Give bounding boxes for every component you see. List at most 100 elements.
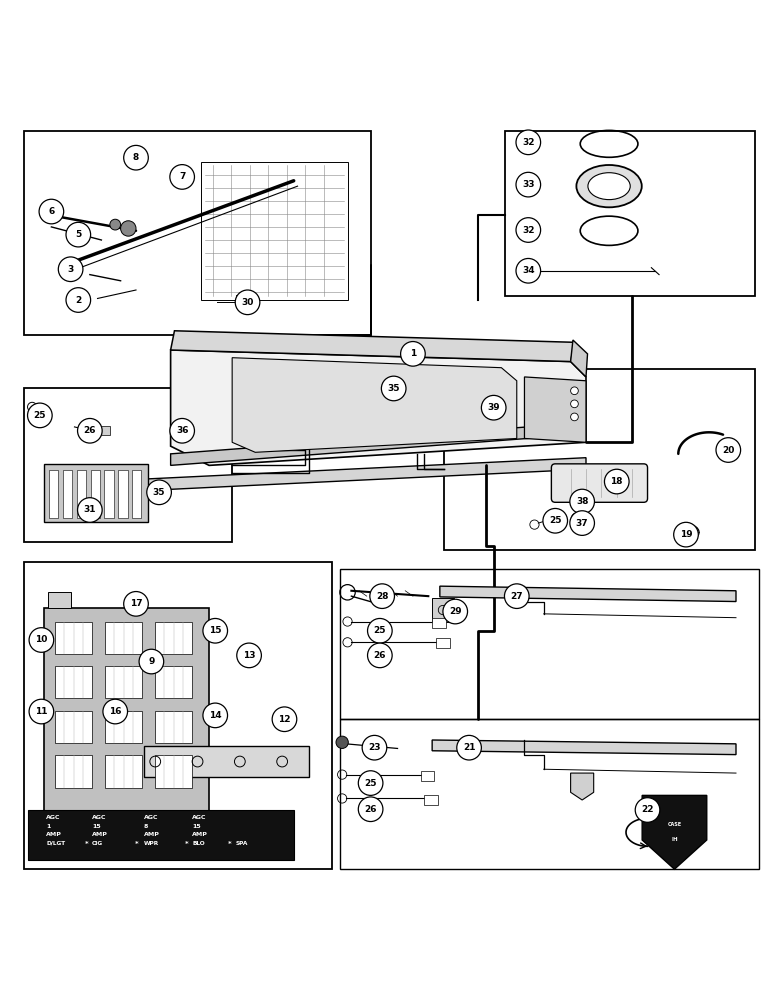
Circle shape	[571, 387, 578, 395]
Text: 5: 5	[75, 230, 81, 239]
Text: 19: 19	[679, 530, 692, 539]
Text: 26: 26	[374, 651, 386, 660]
Circle shape	[504, 584, 529, 608]
Text: 35: 35	[388, 384, 400, 393]
Text: 11: 11	[36, 707, 48, 716]
Bar	[48, 592, 70, 608]
Text: 37: 37	[576, 519, 588, 528]
Bar	[25, 131, 371, 335]
Text: *: *	[229, 841, 232, 847]
Circle shape	[570, 511, 594, 535]
Text: 3: 3	[67, 265, 74, 274]
Text: WPR: WPR	[144, 841, 159, 846]
Circle shape	[235, 290, 260, 315]
Circle shape	[103, 699, 127, 724]
Circle shape	[516, 258, 540, 283]
Bar	[90, 470, 100, 518]
Circle shape	[367, 643, 392, 668]
Bar	[49, 470, 59, 518]
Text: 15: 15	[192, 824, 201, 829]
Text: *: *	[134, 841, 138, 847]
Circle shape	[203, 703, 228, 728]
Text: AMP: AMP	[192, 832, 208, 837]
Text: *: *	[185, 841, 188, 847]
Text: 28: 28	[376, 592, 388, 601]
Text: 39: 39	[487, 403, 500, 412]
Circle shape	[170, 165, 195, 189]
Text: AGC: AGC	[144, 815, 158, 820]
Circle shape	[110, 219, 120, 230]
Text: 32: 32	[522, 138, 534, 147]
Bar	[56, 755, 92, 788]
Text: 35: 35	[153, 488, 165, 497]
Bar	[105, 622, 142, 654]
Text: AMP: AMP	[46, 832, 62, 837]
Circle shape	[716, 438, 740, 462]
Bar	[505, 131, 755, 296]
Ellipse shape	[588, 173, 630, 200]
Circle shape	[516, 218, 540, 242]
Polygon shape	[571, 773, 594, 800]
Circle shape	[29, 699, 54, 724]
Circle shape	[457, 735, 482, 760]
Polygon shape	[571, 340, 587, 377]
Bar	[105, 666, 142, 698]
Circle shape	[381, 376, 406, 401]
Bar	[56, 622, 92, 654]
Circle shape	[203, 618, 228, 643]
Polygon shape	[109, 458, 586, 492]
Text: 15: 15	[92, 824, 101, 829]
Text: 21: 21	[463, 743, 476, 752]
Polygon shape	[432, 740, 736, 755]
Bar	[56, 711, 92, 743]
Text: 34: 34	[522, 266, 535, 275]
Text: 6: 6	[49, 207, 55, 216]
Bar	[340, 719, 759, 869]
Text: 10: 10	[36, 635, 48, 644]
Bar	[425, 795, 438, 805]
Circle shape	[362, 735, 387, 760]
Bar	[340, 569, 759, 719]
Circle shape	[124, 145, 148, 170]
Circle shape	[482, 395, 506, 420]
Text: AMP: AMP	[92, 832, 108, 837]
Circle shape	[367, 618, 392, 643]
Text: 17: 17	[130, 599, 142, 608]
Bar	[56, 666, 92, 698]
Polygon shape	[171, 350, 586, 465]
Text: 32: 32	[522, 226, 534, 235]
Text: 26: 26	[83, 426, 96, 435]
Circle shape	[571, 413, 578, 421]
Circle shape	[28, 403, 52, 428]
Text: 12: 12	[278, 715, 291, 724]
Circle shape	[358, 771, 383, 795]
Polygon shape	[642, 795, 706, 869]
Circle shape	[139, 649, 164, 674]
Text: 29: 29	[449, 607, 462, 616]
Bar	[432, 618, 446, 628]
Bar	[155, 755, 192, 788]
Text: BLO: BLO	[192, 841, 205, 846]
Polygon shape	[232, 358, 516, 452]
Polygon shape	[171, 331, 574, 362]
Polygon shape	[440, 586, 736, 602]
Text: 27: 27	[510, 592, 523, 601]
Text: 20: 20	[722, 446, 734, 455]
Bar	[105, 711, 142, 743]
Text: IH: IH	[671, 837, 678, 842]
Bar	[118, 470, 127, 518]
FancyBboxPatch shape	[551, 464, 648, 502]
Text: 22: 22	[642, 805, 654, 814]
Circle shape	[39, 199, 64, 224]
Bar	[444, 369, 755, 550]
Circle shape	[77, 498, 102, 522]
Bar	[436, 638, 450, 648]
Bar	[132, 470, 141, 518]
Circle shape	[570, 489, 594, 514]
Text: CASE: CASE	[668, 822, 682, 827]
Circle shape	[635, 798, 660, 822]
Bar	[105, 755, 142, 788]
Bar	[236, 295, 255, 306]
Text: 7: 7	[179, 172, 185, 181]
Text: 23: 23	[368, 743, 381, 752]
